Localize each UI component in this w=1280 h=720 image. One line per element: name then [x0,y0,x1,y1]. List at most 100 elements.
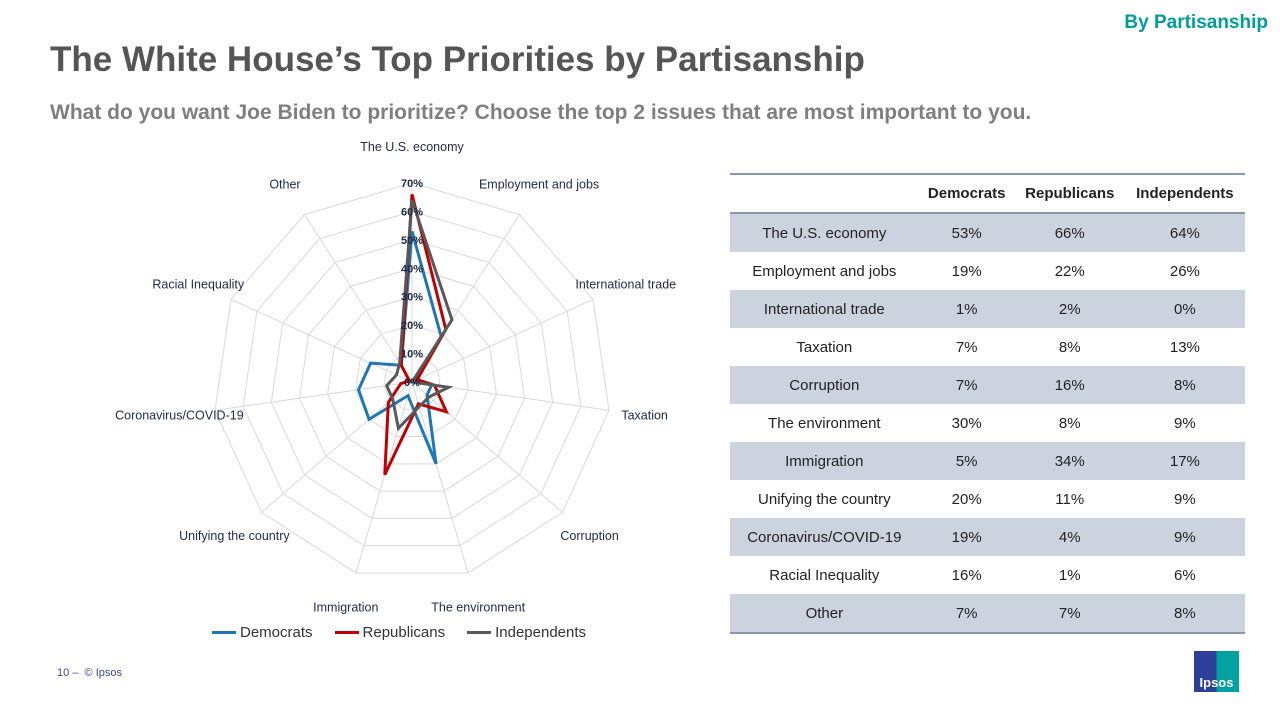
table-cell: Racial Inequality [769,566,880,584]
table-cell: 5% [918,442,1015,480]
table-cell: Employment and jobs [752,262,897,280]
table-cell: 9% [1174,490,1196,508]
copyright: © Ipsos [84,667,122,679]
gridline [298,267,526,492]
table-cell: 2% [1014,290,1125,328]
gridline [327,296,497,465]
table-cell: Corruption [730,366,919,404]
table-cell: The U.S. economy [730,213,919,252]
axis-spoke [214,381,413,411]
table-cell: 7% [955,338,978,356]
table-row: Corruption 7% 16% 8% [730,366,1245,404]
legend-label: Independents [495,624,587,641]
tick-label: 0% [404,377,420,389]
table-cell: 1% [918,290,1015,328]
page-subtitle: What do you want Joe Biden to prioritize… [50,101,1032,124]
axis-label: International trade [575,277,676,291]
table-cell: International trade [730,290,919,328]
column-header: Republicans [1014,173,1125,214]
legend-swatch [467,631,492,634]
axis-label: The U.S. economy [360,140,464,154]
page-title: The White House’s Top Priorities by Part… [50,40,865,79]
table-row: Unifying the country 20% 11% 9% [730,480,1245,518]
results-table: Democrats Republicans Independents The U.S… [730,173,1245,634]
page-number: 10 – [57,667,79,679]
table-row: Immigration 5% 34% 17% [730,442,1245,480]
axis-spoke [411,298,594,383]
table-cell: 19% [951,262,982,280]
tick-label: 10% [401,349,423,361]
table-cell: Other [730,594,919,634]
table-cell: 34% [1014,442,1125,480]
column-header: Independents [1124,173,1245,214]
table-cell: 8% [1058,338,1081,356]
table-cell: 7% [918,594,1015,634]
axis-spoke [411,381,563,513]
axis-spoke [411,381,469,574]
axis-label: Immigration [313,600,378,614]
table-cell: 16% [1014,366,1125,404]
axis-label: Racial Inequality [152,277,244,291]
legend-item: Republicans [334,624,446,641]
table-cell: 0% [1124,290,1245,328]
legend-item: Democrats [212,624,313,641]
table-cell: 1% [1058,566,1081,584]
table-cell: 26% [1169,262,1200,280]
table-row: Racial Inequality 16% 1% 6% [730,556,1245,594]
axis-spoke [303,214,413,383]
table-cell: Immigration [730,442,919,480]
table-cell: 16% [951,566,982,584]
tick-label: 40% [401,263,423,275]
section-tag: By Partisanship [1124,12,1268,33]
table-cell: 66% [1014,213,1125,252]
column-header [730,173,919,214]
gridline [270,239,554,519]
table-cell: 7% [918,366,1015,404]
table-cell: 19% [918,518,1015,556]
table-cell: 6% [1174,566,1196,584]
series-independents [384,199,454,432]
table-row: Coronavirus/COVID-19 19% 4% 9% [730,518,1245,556]
axis-label: Employment and jobs [479,177,599,191]
table-row: The U.S. economy 53% 66% 64% [730,213,1245,252]
table-cell: 9% [1124,518,1245,556]
axis-label: Corruption [560,529,618,543]
legend-label: Democrats [240,624,313,641]
column-header: Democrats [918,173,1015,214]
table-cell: 4% [1014,518,1125,556]
table-cell: 53% [918,213,1015,252]
legend-swatch [334,631,359,634]
table-cell: 22% [1054,262,1085,280]
table-row: Other 7% 7% 8% [730,594,1245,634]
table-cell: 11% [1055,490,1085,508]
gridline [355,324,469,438]
table-row: The environment 30% 8% 9% [730,404,1245,442]
table-cell: 17% [1124,442,1245,480]
tick-label: 50% [401,235,423,247]
tick-label: 30% [401,292,423,304]
table-cell: 30% [951,414,982,432]
table-cell: 8% [1124,366,1245,404]
tick-label: 70% [401,178,423,190]
tick-label: 20% [401,320,423,332]
footer: 10 – © Ipsos [57,667,122,679]
axis-spoke [230,298,413,383]
table-cell: The environment [768,414,881,432]
legend-label: Republicans [362,624,446,641]
table-cell: 9% [1174,414,1196,432]
table-cell: 8% [1058,414,1081,432]
axis-spoke [355,381,413,574]
table-cell: Taxation [796,338,853,356]
legend-item: Independents [467,624,586,641]
tick-label: 60% [401,206,423,218]
table-row: Employment and jobs 19% 22% 26% [730,252,1245,290]
table-cell: Coronavirus/COVID-19 [730,518,919,556]
table-cell: 20% [951,490,982,508]
table-cell: 7% [1014,594,1125,634]
gridline [214,182,610,574]
gridline [242,210,582,547]
axis-label: Unifying the country [179,529,290,543]
chart-legend: Democrats Republicans Independents [212,624,586,641]
axis-label: Other [269,177,300,191]
table-row: International trade 1% 2% 0% [730,290,1245,328]
